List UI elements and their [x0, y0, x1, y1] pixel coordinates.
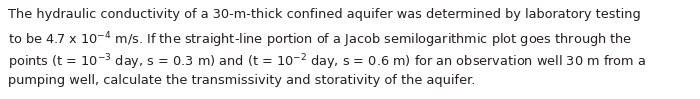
Text: to be 4.7 x 10$^{-4}$ m/s. If the straight-line portion of a Jacob semilogarithm: to be 4.7 x 10$^{-4}$ m/s. If the straig…	[8, 30, 632, 50]
Text: The hydraulic conductivity of a 30-m-thick confined aquifer was determined by la: The hydraulic conductivity of a 30-m-thi…	[8, 8, 641, 21]
Text: pumping well, calculate the transmissivity and storativity of the aquifer.: pumping well, calculate the transmissivi…	[8, 74, 475, 87]
Text: points (t = 10$^{-3}$ day, s = 0.3 m) and (t = 10$^{-2}$ day, s = 0.6 m) for an : points (t = 10$^{-3}$ day, s = 0.3 m) an…	[8, 52, 646, 72]
